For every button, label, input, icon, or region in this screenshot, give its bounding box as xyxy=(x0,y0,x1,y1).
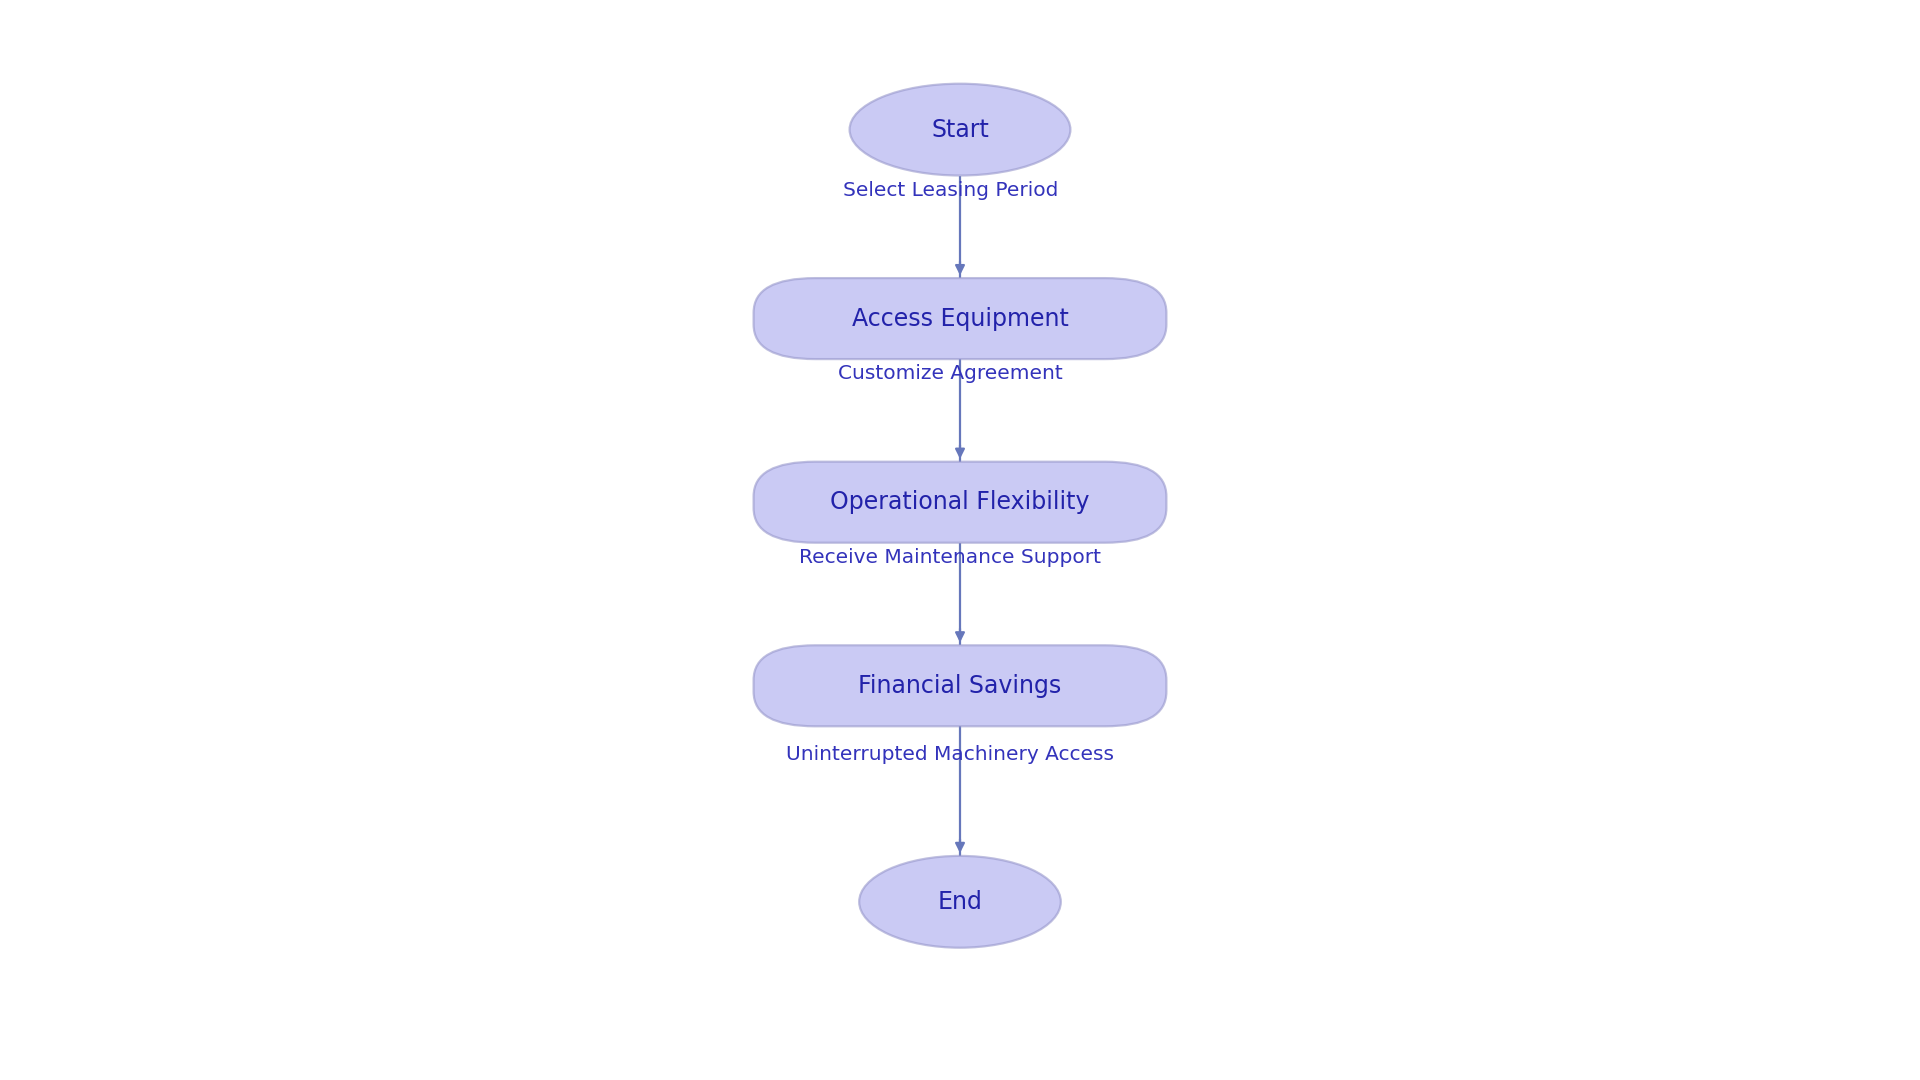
FancyBboxPatch shape xyxy=(753,278,1167,359)
Text: Financial Savings: Financial Savings xyxy=(858,674,1062,698)
Text: Receive Maintenance Support: Receive Maintenance Support xyxy=(799,548,1102,567)
Text: Select Leasing Period: Select Leasing Period xyxy=(843,180,1058,200)
FancyBboxPatch shape xyxy=(753,645,1167,726)
FancyBboxPatch shape xyxy=(753,462,1167,542)
Text: Access Equipment: Access Equipment xyxy=(852,307,1068,330)
Text: Customize Agreement: Customize Agreement xyxy=(837,364,1064,383)
Text: Operational Flexibility: Operational Flexibility xyxy=(829,490,1091,514)
Text: End: End xyxy=(937,890,983,914)
Ellipse shape xyxy=(849,84,1071,175)
Text: Start: Start xyxy=(931,118,989,141)
Text: Uninterrupted Machinery Access: Uninterrupted Machinery Access xyxy=(787,745,1114,765)
Ellipse shape xyxy=(860,855,1060,948)
